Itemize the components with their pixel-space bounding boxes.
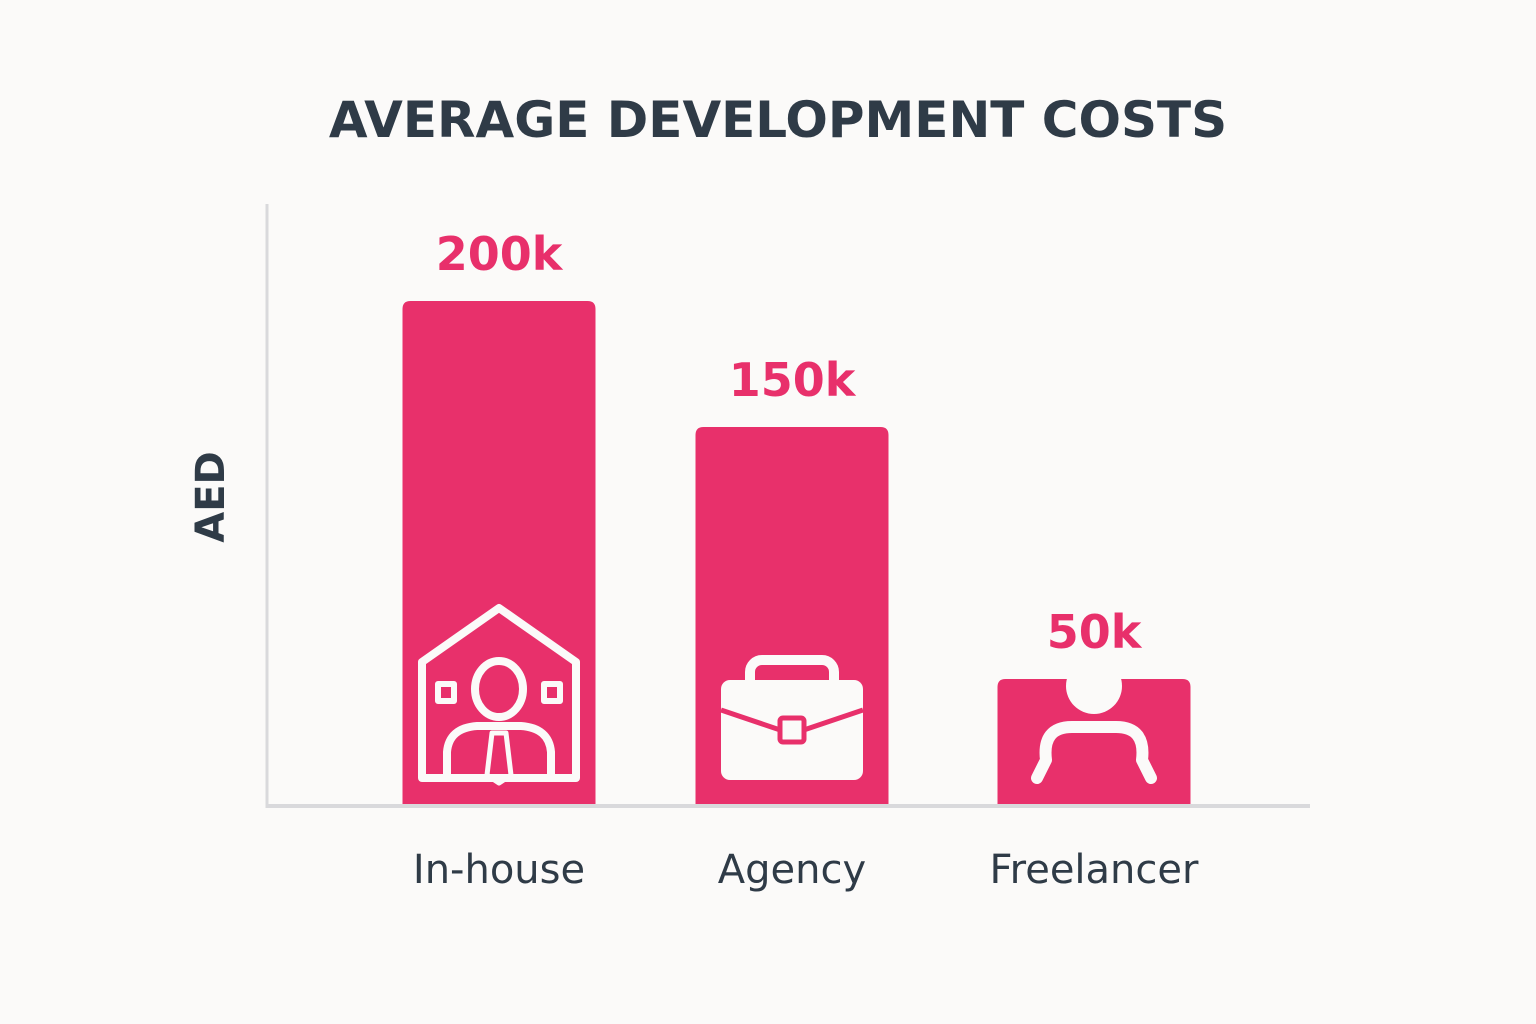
bars-group bbox=[402, 301, 1191, 805]
labels-group: 200k In-house 150k Agency 50k Freelancer bbox=[413, 227, 1199, 893]
value-label: 150k bbox=[729, 353, 857, 407]
category-label: Agency bbox=[718, 847, 866, 893]
in-house-office-icon bbox=[418, 604, 580, 786]
bar-in-house bbox=[402, 301, 596, 805]
value-label: 50k bbox=[1047, 605, 1143, 659]
chart-title: AVERAGE DEVELOPMENT COSTS bbox=[329, 91, 1227, 149]
value-label: 200k bbox=[436, 227, 564, 281]
briefcase-icon bbox=[720, 655, 864, 780]
freelancer-person-icon bbox=[1031, 658, 1157, 784]
category-label: Freelancer bbox=[990, 847, 1199, 893]
y-axis-label: AED bbox=[188, 451, 234, 542]
category-label: In-house bbox=[413, 847, 585, 893]
